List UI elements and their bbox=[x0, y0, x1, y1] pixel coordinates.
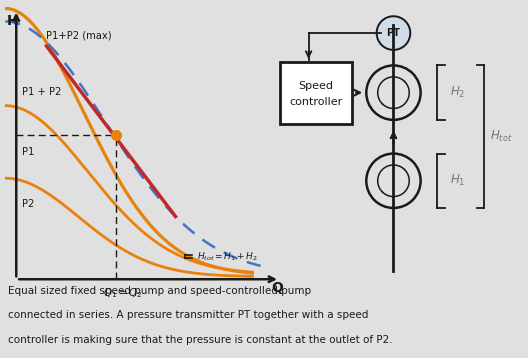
Text: P1+P2 (max): P1+P2 (max) bbox=[46, 30, 112, 40]
Text: PT: PT bbox=[386, 28, 400, 38]
Text: Q: Q bbox=[271, 281, 284, 295]
Text: controller: controller bbox=[289, 97, 343, 107]
Text: $H_1$: $H_1$ bbox=[450, 173, 466, 188]
Text: $Q_1 = Q_2$: $Q_1 = Q_2$ bbox=[103, 286, 143, 300]
Text: controller is making sure that the pressure is constant at the outlet of P2.: controller is making sure that the press… bbox=[8, 335, 392, 345]
Text: H: H bbox=[7, 14, 18, 28]
Text: Equal sized fixed speed pump and speed-controlled pump: Equal sized fixed speed pump and speed-c… bbox=[8, 286, 311, 296]
Text: connected in series. A pressure transmitter PT together with a speed: connected in series. A pressure transmit… bbox=[8, 310, 369, 320]
Circle shape bbox=[376, 16, 410, 50]
FancyBboxPatch shape bbox=[280, 62, 352, 124]
Text: P2: P2 bbox=[22, 199, 34, 209]
Text: P1 + P2: P1 + P2 bbox=[22, 87, 61, 97]
Text: $H_{tot}$: $H_{tot}$ bbox=[491, 129, 513, 144]
Text: $H_{tot} = H_1 + H_2$: $H_{tot} = H_1 + H_2$ bbox=[197, 250, 259, 263]
Text: $H_2$: $H_2$ bbox=[450, 85, 466, 100]
Text: Speed: Speed bbox=[298, 81, 333, 91]
Text: P1: P1 bbox=[22, 147, 34, 157]
